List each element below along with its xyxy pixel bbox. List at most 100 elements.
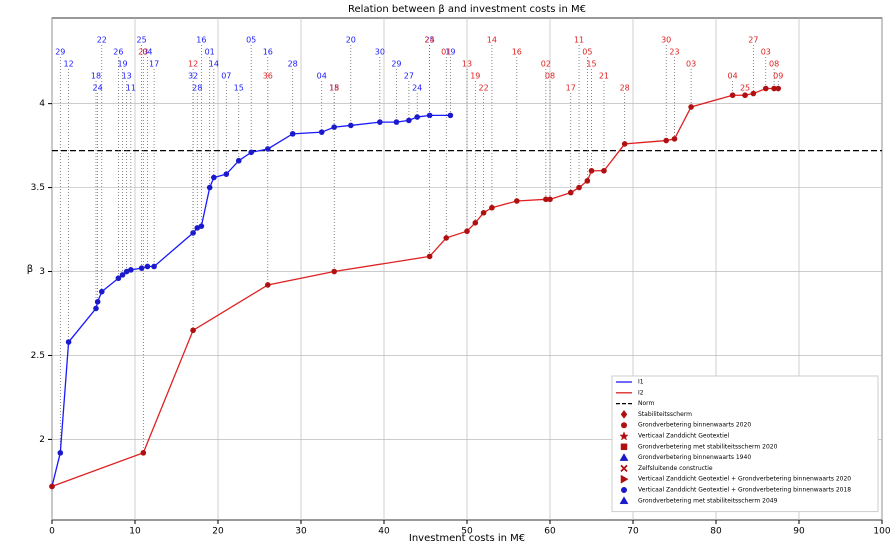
point — [140, 450, 147, 456]
x-tick-label: 100 — [873, 527, 890, 537]
point — [426, 112, 433, 119]
x-tick-label: 90 — [793, 527, 805, 537]
point-label: 22 — [479, 84, 489, 93]
y-tick-label: 3 — [39, 267, 45, 277]
point-label: 05 — [582, 48, 592, 57]
point — [119, 272, 126, 278]
point-label: 19 — [117, 60, 127, 69]
point-label: 18 — [329, 84, 339, 93]
point — [472, 220, 479, 226]
legend-marker — [620, 409, 628, 419]
legend-marker — [619, 453, 629, 461]
x-tick-label: 0 — [49, 527, 55, 537]
point-label: 08 — [545, 72, 555, 81]
point-label: 21 — [599, 72, 609, 81]
point — [235, 157, 242, 164]
point — [94, 298, 101, 305]
point — [265, 146, 271, 152]
point — [426, 253, 433, 260]
point — [223, 171, 230, 177]
point — [671, 136, 678, 142]
x-tick-label: 60 — [544, 527, 556, 537]
y-tick-label: 4 — [39, 99, 45, 109]
point-label: 27 — [404, 72, 414, 81]
point — [377, 119, 383, 125]
point — [128, 267, 134, 273]
point — [331, 124, 338, 130]
point-label: 01 — [441, 48, 451, 57]
point — [144, 263, 151, 270]
point — [248, 149, 254, 156]
legend-label: I1 — [638, 379, 644, 386]
point — [206, 184, 213, 191]
point-label: 28 — [288, 60, 298, 69]
point — [57, 450, 64, 456]
point — [138, 265, 145, 271]
point-label: 30 — [375, 48, 385, 57]
point — [198, 223, 205, 229]
point — [211, 174, 217, 181]
y-tick-label: 2.5 — [31, 351, 45, 361]
x-tick-label: 30 — [295, 527, 307, 537]
point-label: 13 — [462, 60, 472, 69]
point-label: 24 — [412, 84, 422, 93]
point — [775, 85, 782, 92]
legend-label: Grondverbetering met stabiliteitsscherm … — [638, 443, 778, 450]
legend-marker — [621, 487, 627, 493]
point-label: 17 — [566, 84, 576, 93]
point-label: 12 — [188, 60, 198, 69]
point-label: 04 — [317, 72, 327, 81]
point — [771, 85, 777, 92]
point-label: 12 — [64, 60, 74, 69]
point-label: 14 — [487, 36, 497, 45]
point-label: 27 — [748, 36, 758, 45]
point-label: 28 — [192, 84, 202, 93]
point — [750, 90, 757, 97]
legend-label: Grondverbetering binnenwaarts 1940 — [638, 454, 751, 461]
x-tick-label: 80 — [710, 527, 722, 537]
point — [49, 483, 55, 490]
x-tick-label: 20 — [212, 527, 224, 537]
legend-label: Zelfsluitende constructie — [638, 465, 713, 472]
point-label: 11 — [574, 36, 584, 45]
point-label: 25 — [137, 36, 147, 45]
point-label: 09 — [773, 72, 783, 81]
point-label: 04 — [728, 72, 738, 81]
point — [93, 305, 99, 312]
point-label: 16 — [196, 36, 206, 45]
point-label: 25 — [740, 84, 750, 93]
point-label: 30 — [661, 36, 671, 45]
series-line — [51, 114, 451, 487]
point-label: 03 — [686, 60, 696, 69]
point-label: 20 — [346, 36, 356, 45]
point — [190, 230, 196, 236]
legend-label: Grondverbetering binnenwaarts 2020 — [638, 422, 751, 429]
point-label: 24 — [93, 84, 103, 93]
point — [480, 209, 487, 216]
point — [621, 141, 628, 147]
point-label: 36 — [263, 72, 273, 81]
point-label: 02 — [541, 60, 551, 69]
point — [348, 122, 354, 129]
point — [414, 114, 421, 120]
point — [514, 198, 520, 204]
x-tick-label: 10 — [129, 527, 141, 537]
point — [763, 85, 769, 92]
legend-label: Grondverbetering met stabiliteitsscherm … — [638, 497, 778, 504]
legend-box — [611, 375, 879, 513]
point — [265, 282, 271, 288]
point-label: 29 — [55, 48, 65, 57]
point — [443, 235, 450, 241]
point-label: 01 — [205, 48, 215, 57]
point-label: 03 — [761, 48, 771, 57]
legend-marker — [620, 474, 629, 484]
y-tick-label: 3.5 — [31, 183, 45, 193]
point — [331, 268, 338, 275]
point-label: 26 — [113, 48, 123, 57]
point — [151, 263, 157, 270]
point-label: 08 — [769, 60, 779, 69]
point — [576, 184, 582, 191]
point — [464, 228, 470, 235]
point-label: 15 — [234, 84, 244, 93]
